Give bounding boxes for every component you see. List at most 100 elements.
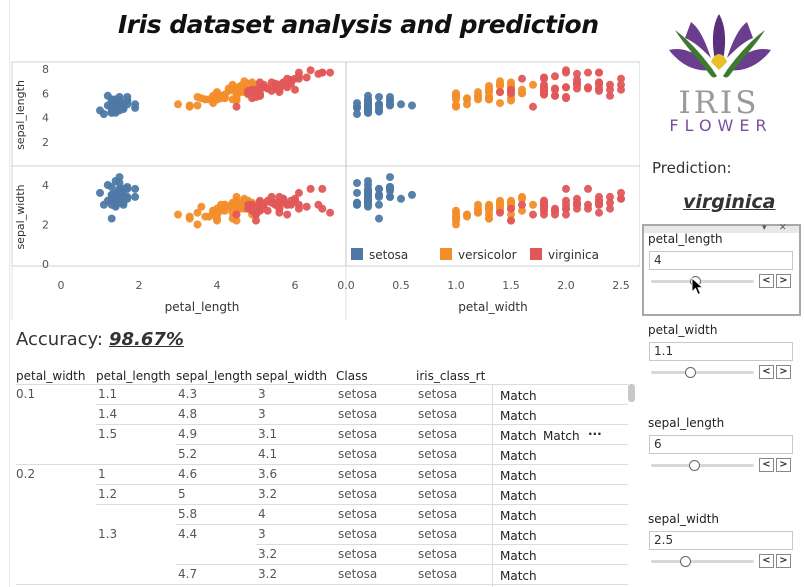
parameter-step-next-button-petal-length[interactable]: > [776, 274, 791, 288]
parameter-step-next-button-petal-width[interactable]: > [776, 365, 791, 379]
data-point-versicolor[interactable] [485, 204, 493, 213]
data-point-virginica[interactable] [584, 84, 592, 93]
data-point-versicolor[interactable] [185, 101, 194, 110]
data-point-versicolor[interactable] [213, 216, 221, 225]
parameter-input-sepal-width[interactable]: 2.5 [649, 531, 793, 550]
data-point-virginica[interactable] [318, 204, 327, 213]
data-point-versicolor[interactable] [507, 198, 515, 207]
data-point-virginica[interactable] [595, 208, 603, 217]
data-point-virginica[interactable] [617, 80, 625, 89]
data-point-virginica[interactable] [573, 198, 581, 207]
data-point-virginica[interactable] [255, 200, 264, 209]
data-point-setosa[interactable] [353, 188, 361, 197]
data-point-virginica[interactable] [326, 208, 335, 217]
legend-label-versicolor[interactable]: versicolor [458, 248, 517, 262]
data-point-versicolor[interactable] [529, 200, 537, 209]
panel-title-bar[interactable] [644, 226, 799, 233]
data-point-versicolor[interactable] [485, 86, 493, 95]
data-point-virginica[interactable] [263, 206, 272, 215]
legend-label-virginica[interactable]: virginica [548, 248, 599, 262]
data-point-virginica[interactable] [562, 184, 570, 193]
data-point-setosa[interactable] [111, 194, 120, 203]
data-point-setosa[interactable] [408, 190, 416, 199]
data-point-virginica[interactable] [252, 210, 260, 219]
table-header-sepal-width[interactable]: sepal_width [256, 369, 328, 383]
data-point-setosa[interactable] [364, 186, 372, 195]
data-point-setosa[interactable] [107, 183, 116, 191]
data-point-virginica[interactable] [540, 74, 548, 83]
data-point-setosa[interactable] [397, 194, 405, 203]
data-point-virginica[interactable] [562, 200, 570, 209]
parameter-panel-petal-length[interactable]: ▾ ✕ [642, 223, 801, 316]
data-point-setosa[interactable] [353, 179, 361, 187]
data-point-virginica[interactable] [595, 80, 603, 89]
data-point-versicolor[interactable] [201, 212, 210, 221]
data-point-virginica[interactable] [606, 80, 614, 89]
panel-dropdown-icon[interactable]: ▾ [762, 223, 767, 233]
data-point-virginica[interactable] [294, 68, 303, 77]
data-point-virginica[interactable] [496, 208, 504, 217]
data-point-virginica[interactable] [606, 204, 614, 213]
data-point-versicolor[interactable] [174, 100, 182, 109]
data-point-versicolor[interactable] [507, 210, 515, 219]
data-point-versicolor[interactable] [228, 95, 237, 104]
data-point-virginica[interactable] [540, 90, 548, 99]
data-point-versicolor[interactable] [232, 192, 241, 201]
data-point-virginica[interactable] [573, 204, 581, 213]
parameter-input-sepal-length[interactable]: 6 [649, 435, 793, 454]
parameter-slider-sepal-width[interactable] [651, 560, 754, 563]
data-point-versicolor[interactable] [452, 95, 460, 104]
parameter-input-petal-length[interactable]: 4 [649, 251, 793, 270]
data-point-setosa[interactable] [386, 173, 394, 182]
data-point-versicolor[interactable] [507, 96, 515, 105]
data-point-virginica[interactable] [275, 208, 284, 217]
data-point-versicolor[interactable] [474, 200, 482, 209]
data-point-versicolor[interactable] [485, 93, 493, 101]
data-point-setosa[interactable] [364, 194, 372, 203]
data-point-setosa[interactable] [397, 100, 405, 109]
data-point-virginica[interactable] [252, 216, 260, 225]
data-point-virginica[interactable] [294, 200, 303, 209]
parameter-slider-petal-width[interactable] [651, 371, 754, 374]
data-point-setosa[interactable] [375, 93, 383, 101]
data-point-virginica[interactable] [584, 204, 592, 213]
parameter-step-prev-button-sepal-length[interactable]: < [759, 458, 774, 472]
data-point-virginica[interactable] [518, 200, 526, 209]
legend-swatch-versicolor[interactable] [440, 248, 452, 260]
data-point-versicolor[interactable] [174, 210, 182, 219]
data-point-virginica[interactable] [595, 86, 603, 95]
table-header-petal-length[interactable]: petal_length [96, 369, 171, 383]
data-point-versicolor[interactable] [463, 210, 471, 219]
table-header-class[interactable]: Class [336, 369, 368, 383]
data-point-virginica[interactable] [244, 89, 253, 98]
data-point-versicolor[interactable] [193, 93, 202, 101]
data-point-versicolor[interactable] [518, 206, 526, 215]
parameter-step-prev-button-sepal-width[interactable]: < [759, 554, 774, 568]
data-point-versicolor[interactable] [197, 202, 206, 211]
data-point-virginica[interactable] [562, 210, 570, 219]
data-point-setosa[interactable] [386, 184, 394, 193]
data-point-versicolor[interactable] [185, 214, 194, 223]
data-point-setosa[interactable] [96, 188, 104, 197]
cell-more-icon[interactable]: ··· [588, 427, 602, 441]
table-scrollbar-thumb[interactable] [628, 384, 635, 402]
data-point-virginica[interactable] [562, 66, 570, 75]
data-point-setosa[interactable] [375, 200, 383, 209]
data-point-virginica[interactable] [562, 94, 570, 103]
data-point-virginica[interactable] [507, 85, 515, 94]
data-point-versicolor[interactable] [529, 80, 537, 89]
data-point-virginica[interactable] [302, 202, 311, 211]
data-point-versicolor[interactable] [193, 208, 202, 217]
parameter-slider-thumb-sepal-width[interactable] [680, 556, 691, 567]
data-point-setosa[interactable] [375, 103, 383, 112]
data-point-virginica[interactable] [551, 210, 559, 219]
data-point-versicolor[interactable] [193, 220, 202, 229]
data-point-setosa[interactable] [364, 177, 372, 185]
data-point-setosa[interactable] [375, 190, 383, 199]
data-point-setosa[interactable] [115, 186, 124, 195]
data-point-virginica[interactable] [573, 78, 581, 87]
table-scrollbar[interactable] [628, 384, 636, 587]
data-point-versicolor[interactable] [236, 200, 245, 209]
data-point-virginica[interactable] [318, 184, 327, 193]
data-point-virginica[interactable] [302, 73, 311, 82]
